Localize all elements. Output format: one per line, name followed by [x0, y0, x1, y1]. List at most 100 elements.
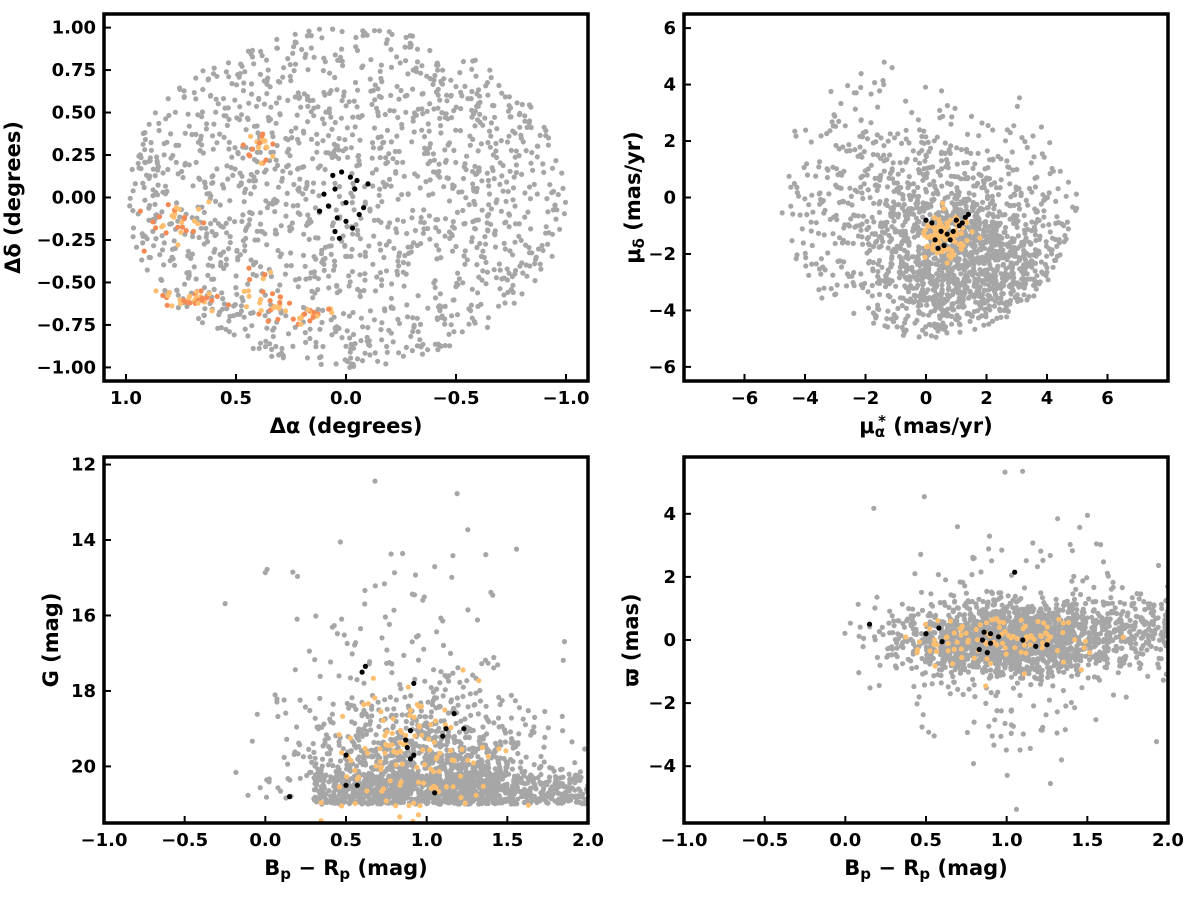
field-star-point	[474, 103, 480, 109]
field-star-point	[847, 185, 853, 191]
halo-star-point	[160, 222, 166, 229]
field-star-point	[1027, 252, 1033, 258]
field-star-point	[318, 354, 324, 360]
field-star-point	[977, 246, 983, 253]
field-star-point	[349, 269, 356, 275]
field-star-point	[220, 96, 227, 102]
field-star-point	[865, 289, 871, 295]
cluster-member-point	[365, 181, 371, 187]
field-star-point	[294, 573, 301, 580]
halo-star-point	[310, 314, 316, 320]
field-star-point	[320, 343, 326, 350]
field-star-point	[509, 766, 515, 772]
field-star-point	[151, 243, 157, 249]
field-star-point	[858, 282, 864, 288]
field-star-point	[317, 673, 323, 679]
field-star-point	[378, 247, 384, 253]
field-star-point	[378, 62, 384, 68]
field-star-point	[262, 78, 269, 84]
field-star-point	[1057, 168, 1063, 174]
field-star-point	[300, 128, 307, 134]
field-star-point	[980, 199, 986, 205]
field-star-point	[343, 103, 349, 109]
field-star-point	[1000, 261, 1007, 267]
field-star-point	[455, 270, 461, 276]
field-star-point	[196, 315, 202, 322]
field-star-point	[808, 219, 814, 225]
field-star-point	[186, 162, 192, 168]
halo-star-point	[198, 288, 204, 294]
field-star-point	[801, 164, 807, 171]
field-star-point	[387, 107, 393, 114]
field-star-point	[832, 292, 838, 298]
field-star-point	[917, 310, 924, 316]
field-star-point	[343, 146, 349, 152]
field-star-point	[986, 211, 992, 217]
field-star-point	[496, 694, 502, 700]
field-star-point	[152, 201, 158, 207]
field-star-point	[137, 152, 143, 158]
field-star-point	[245, 333, 251, 339]
field-star-point	[421, 594, 427, 600]
field-star-point	[858, 174, 864, 181]
field-star-point	[475, 772, 481, 779]
halo-star-point	[258, 308, 264, 314]
field-star-point	[895, 305, 901, 311]
field-star-point	[462, 261, 468, 267]
field-star-point	[965, 310, 971, 316]
field-star-point	[843, 283, 850, 289]
field-star-point	[427, 141, 433, 147]
field-star-point	[386, 151, 392, 157]
field-star-point	[1013, 294, 1019, 300]
field-star-point	[408, 44, 414, 50]
halo-star-point	[175, 242, 181, 248]
field-star-point	[228, 164, 234, 171]
field-star-point	[836, 118, 842, 124]
field-star-point	[368, 765, 375, 771]
field-star-point	[319, 116, 326, 122]
field-star-point	[993, 185, 1000, 191]
field-star-point	[934, 134, 940, 140]
field-star-point	[465, 607, 471, 613]
field-star-point	[1038, 201, 1044, 207]
field-star-point	[858, 184, 864, 190]
halo-star-point	[190, 228, 196, 234]
field-star-point	[1032, 184, 1038, 190]
field-star-point	[229, 154, 235, 160]
field-star-point	[506, 270, 512, 276]
field-star-point	[877, 233, 883, 240]
field-star-point	[545, 241, 551, 247]
field-star-point	[367, 208, 373, 214]
field-star-point	[377, 186, 383, 192]
field-star-point	[868, 91, 874, 97]
field-star-point	[408, 693, 414, 699]
field-star-point	[442, 233, 448, 239]
field-star-point	[383, 40, 389, 47]
field-star-point	[513, 546, 520, 552]
halo-star-point	[246, 265, 252, 271]
field-star-point	[319, 259, 325, 265]
field-star-point	[888, 316, 895, 322]
field-star-point	[394, 159, 400, 166]
field-star-point	[530, 167, 536, 173]
field-star-point	[353, 44, 359, 50]
x-tick-label: 2	[980, 388, 993, 409]
field-star-point	[965, 175, 971, 181]
field-star-point	[264, 325, 270, 331]
field-star-point	[553, 158, 559, 164]
field-star-point	[193, 159, 199, 165]
field-star-point	[920, 290, 926, 296]
field-star-point	[875, 268, 881, 275]
cluster-member-point	[343, 218, 349, 224]
field-star-point	[849, 202, 855, 208]
field-star-point	[404, 302, 410, 308]
field-star-point	[425, 161, 431, 167]
field-star-point	[280, 74, 286, 80]
field-star-point	[559, 766, 565, 772]
halo-star-point	[191, 218, 197, 224]
field-star-point	[508, 286, 514, 293]
field-star-point	[329, 223, 335, 229]
field-star-point	[433, 242, 439, 248]
field-star-point	[972, 276, 978, 282]
field-star-point	[190, 233, 196, 240]
